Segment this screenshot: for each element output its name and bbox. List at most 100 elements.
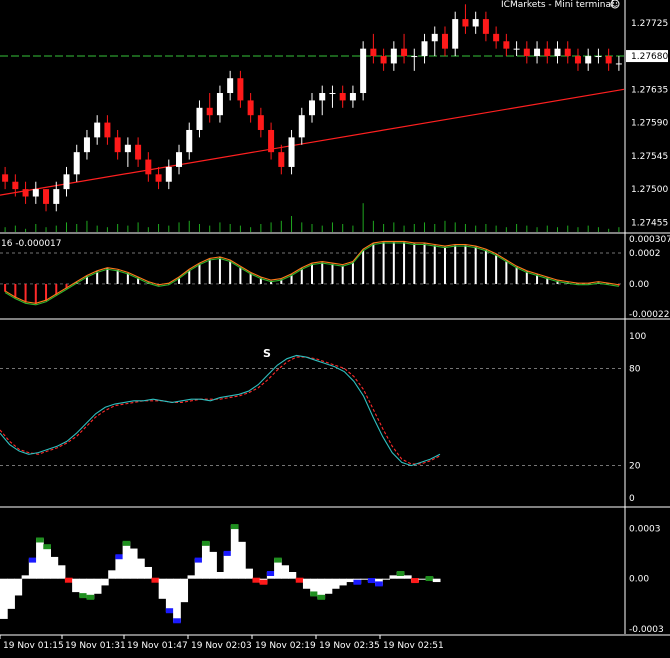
histogram-bar (245, 568, 253, 579)
histogram-bar-tip (173, 618, 181, 624)
candle-body (349, 93, 356, 101)
histogram-bar-tip (86, 594, 95, 600)
stoch-signal-line (0, 356, 441, 465)
candle-body (32, 189, 39, 197)
candle-body (411, 56, 418, 58)
candle-body (288, 137, 295, 167)
macd-axis-label: 0.0003071 (629, 235, 670, 245)
smiley-icon[interactable] (610, 0, 620, 9)
time-axis-label: 19 Nov 02:19 (255, 641, 316, 651)
histogram-bar (43, 545, 51, 579)
time-axis: 19 Nov 01:15 19 Nov 01:31 19 Nov 01:47 19 N… (0, 635, 444, 651)
candle-body (503, 41, 510, 49)
candle-body (544, 48, 551, 57)
candle-body (390, 48, 397, 64)
candle-body (2, 174, 9, 182)
histogram-bar (418, 578, 427, 580)
histogram-bar (86, 578, 95, 599)
price-axis-label: 1.27635 (631, 85, 668, 95)
candle-body (554, 48, 561, 57)
histogram-bar (165, 578, 174, 613)
histogram-bar (93, 578, 102, 594)
stoch-axis-label: 0 (629, 494, 635, 504)
histogram-bar (223, 551, 232, 579)
stochastic-panel: 100 80 20 0 S (0, 332, 646, 504)
histogram-bar (144, 566, 152, 579)
candle-body (94, 122, 101, 138)
candle-body (574, 56, 581, 64)
histogram-bar (7, 578, 15, 609)
histogram-bar-tip (165, 608, 174, 614)
histogram-bar (21, 575, 30, 579)
stoch-axis-label: 80 (629, 364, 641, 374)
histogram-bar (324, 578, 333, 594)
candle-body (472, 19, 479, 27)
candle-body (176, 152, 183, 167)
histogram-bar (173, 578, 181, 623)
histogram-axis-label: 0.0003 (629, 524, 661, 534)
candle-body (493, 33, 500, 42)
histogram-bar-tip (266, 571, 275, 576)
candle-body (53, 189, 60, 204)
candle-body (206, 107, 213, 116)
histogram-bar (317, 578, 326, 599)
candle-body (513, 48, 520, 50)
stoch-signal-marker: S (263, 347, 271, 360)
histogram-bar (129, 548, 138, 579)
histogram-bar (216, 572, 225, 579)
histogram-bar (180, 578, 189, 603)
histogram-bar (36, 538, 44, 579)
time-axis-label: 19 Nov 01:31 (65, 641, 126, 651)
histogram-bar (50, 556, 59, 579)
time-axis-label: 19 Nov 01:15 (3, 641, 64, 651)
candle-body (380, 56, 387, 64)
stoch-axis-label: 100 (629, 332, 646, 342)
candle-body (135, 144, 142, 160)
histogram-bar (72, 578, 80, 593)
histogram-bar-tip (310, 591, 318, 597)
candle-body (421, 41, 428, 57)
histogram-bar (238, 541, 246, 579)
histogram-bar-tip (259, 579, 268, 585)
histogram-bar (288, 572, 297, 579)
candle-body (534, 48, 541, 57)
histogram-bar (187, 575, 196, 579)
price-axis-label: 1.27590 (631, 119, 668, 129)
candle-body (247, 100, 254, 116)
candle-body (12, 181, 19, 190)
histogram-bar-tip (79, 593, 88, 599)
candle-body (237, 78, 244, 101)
candle-body (431, 33, 438, 42)
candle-body (585, 56, 592, 64)
histogram-bar-tip (230, 524, 239, 530)
panel-frames (0, 0, 670, 636)
histogram-bar-tip (151, 577, 160, 583)
macd-header-text: 16 -0.000017 (1, 239, 62, 249)
candle-body (257, 115, 264, 130)
stoch-main-line (0, 354, 441, 467)
terminal-title: ICMarkets - Mini terminal (501, 0, 613, 10)
histogram-bar (79, 578, 88, 598)
histogram-bar (57, 565, 66, 579)
candle-body (155, 174, 162, 182)
macd-panel: 16 -0.000017 0.0003071 0.0002 0.00 -0.00022 (0, 235, 670, 320)
price-axis-label: 1.27500 (631, 185, 668, 195)
candle-body (227, 78, 234, 94)
histogram-bar-tip (43, 544, 51, 550)
histogram-bar-tip (64, 577, 73, 583)
time-axis-label: 19 Nov 01:47 (127, 641, 188, 651)
macd-axis-label: 0.00 (629, 280, 649, 290)
candle-body (523, 48, 530, 57)
candle-body (401, 48, 408, 57)
histogram-bar-tip (375, 581, 383, 587)
histogram-bar (360, 578, 369, 580)
candle-body (564, 48, 571, 57)
histogram-bar (122, 541, 131, 579)
histogram-bar (339, 578, 347, 586)
histogram-bar (137, 558, 145, 579)
histogram-bar-tip (353, 579, 362, 585)
histogram-bar-tip (396, 571, 405, 576)
candle-body (43, 189, 50, 204)
candle-body (73, 152, 80, 175)
